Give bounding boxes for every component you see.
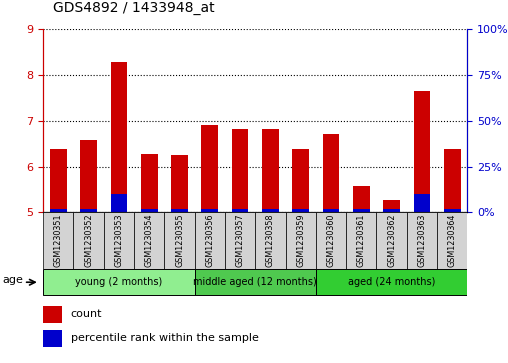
Bar xyxy=(414,91,430,212)
Bar xyxy=(195,212,225,269)
Bar xyxy=(232,129,248,212)
Bar xyxy=(316,212,346,269)
Bar xyxy=(165,212,195,269)
Text: GSM1230352: GSM1230352 xyxy=(84,214,93,267)
Text: GSM1230363: GSM1230363 xyxy=(418,214,426,267)
Text: age: age xyxy=(3,276,23,285)
Bar xyxy=(50,149,67,212)
Bar xyxy=(444,149,461,212)
Bar xyxy=(444,209,461,212)
Bar xyxy=(383,200,400,212)
Bar xyxy=(346,212,376,269)
Bar xyxy=(171,155,188,212)
Bar xyxy=(43,269,195,295)
Text: GSM1230358: GSM1230358 xyxy=(266,214,275,267)
Bar xyxy=(43,306,62,323)
Bar xyxy=(353,186,370,212)
Bar xyxy=(437,212,467,269)
Bar xyxy=(293,149,309,212)
Bar xyxy=(353,209,370,212)
Text: GSM1230355: GSM1230355 xyxy=(175,214,184,267)
Bar xyxy=(141,154,157,212)
Text: GSM1230359: GSM1230359 xyxy=(296,214,305,267)
Text: aged (24 months): aged (24 months) xyxy=(348,277,435,287)
Text: GSM1230354: GSM1230354 xyxy=(145,214,154,267)
Bar xyxy=(383,209,400,212)
Bar xyxy=(293,209,309,212)
Text: GSM1230356: GSM1230356 xyxy=(205,214,214,267)
Text: GSM1230360: GSM1230360 xyxy=(327,214,335,267)
Text: GSM1230357: GSM1230357 xyxy=(236,214,245,267)
Bar xyxy=(262,209,279,212)
Bar xyxy=(414,194,430,212)
Bar xyxy=(50,209,67,212)
Bar xyxy=(195,269,316,295)
Bar xyxy=(171,209,188,212)
Bar xyxy=(80,140,97,212)
Bar xyxy=(202,209,218,212)
Text: GDS4892 / 1433948_at: GDS4892 / 1433948_at xyxy=(53,0,215,15)
Bar xyxy=(104,212,134,269)
Text: GSM1230353: GSM1230353 xyxy=(114,214,123,267)
Text: count: count xyxy=(71,309,102,319)
Text: middle aged (12 months): middle aged (12 months) xyxy=(194,277,317,287)
Text: GSM1230351: GSM1230351 xyxy=(54,214,63,267)
Bar xyxy=(407,212,437,269)
Bar xyxy=(255,212,285,269)
Bar xyxy=(285,212,316,269)
Bar xyxy=(225,212,255,269)
Bar xyxy=(323,209,339,212)
Bar xyxy=(111,62,128,212)
Text: GSM1230362: GSM1230362 xyxy=(387,214,396,267)
Bar xyxy=(80,209,97,212)
Bar xyxy=(323,134,339,212)
Bar xyxy=(232,209,248,212)
Bar xyxy=(202,125,218,212)
Bar xyxy=(262,129,279,212)
Bar xyxy=(134,212,165,269)
Bar xyxy=(43,330,62,347)
Bar xyxy=(74,212,104,269)
Bar xyxy=(141,209,157,212)
Text: GSM1230361: GSM1230361 xyxy=(357,214,366,267)
Text: GSM1230364: GSM1230364 xyxy=(448,214,457,267)
Text: young (2 months): young (2 months) xyxy=(75,277,163,287)
Bar xyxy=(111,194,128,212)
Bar xyxy=(316,269,467,295)
Bar xyxy=(43,212,74,269)
Text: percentile rank within the sample: percentile rank within the sample xyxy=(71,333,259,343)
Bar xyxy=(376,212,407,269)
